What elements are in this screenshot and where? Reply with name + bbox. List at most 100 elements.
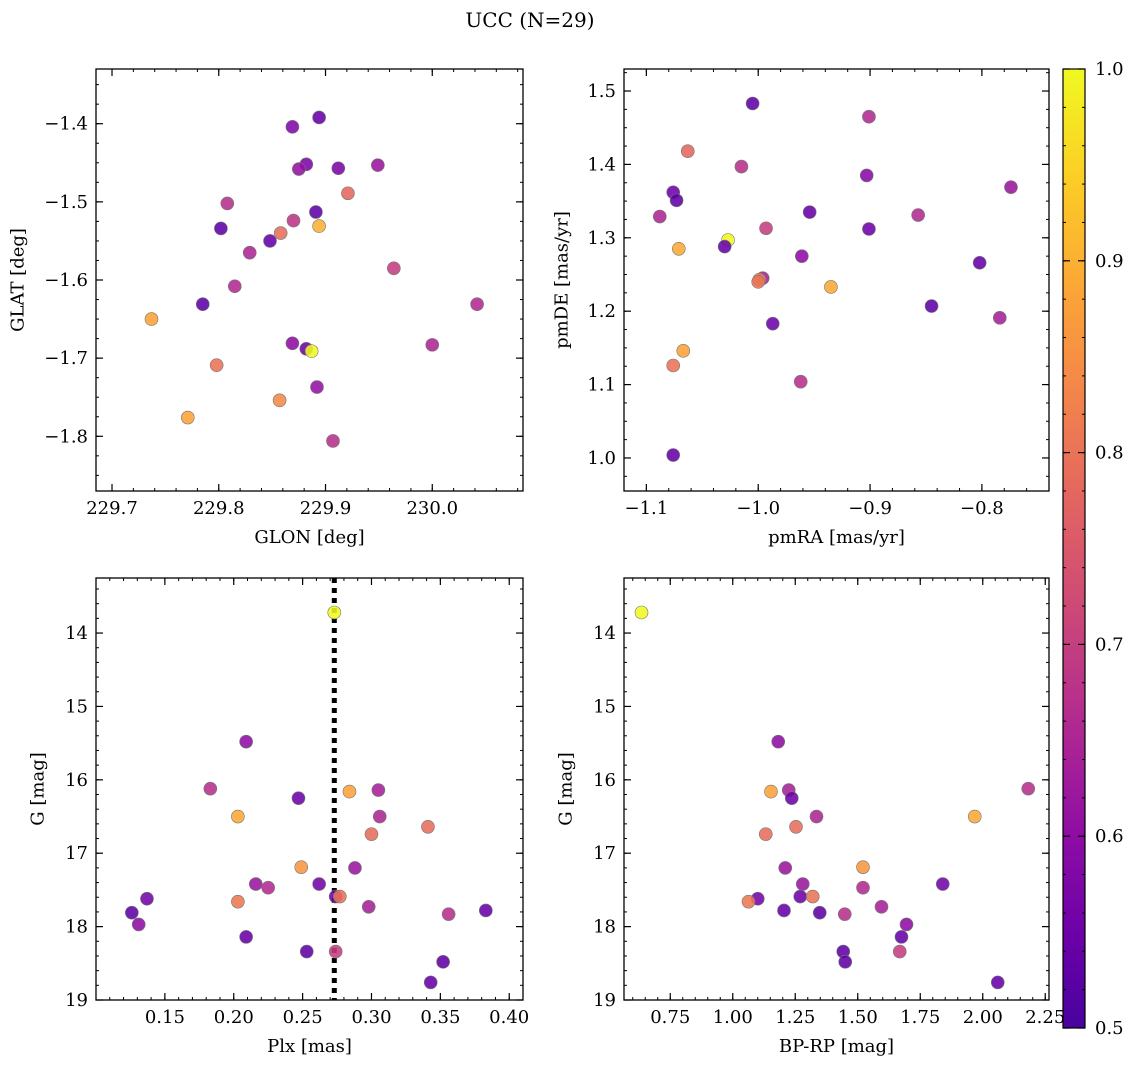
data-point (371, 783, 386, 797)
data-point (935, 877, 950, 891)
data-point (758, 827, 773, 841)
data-point (789, 819, 803, 834)
data-point (331, 161, 346, 176)
x-tick-label: 0.25 (283, 1007, 323, 1028)
data-point (285, 336, 300, 351)
data-point (364, 827, 379, 841)
data-point (140, 891, 154, 906)
data-point (669, 193, 684, 208)
y-tick-label: 18 (593, 917, 616, 938)
y-tick-label: 17 (65, 843, 88, 864)
x-axis-label: GLON [deg] (254, 527, 364, 548)
y-tick-label: 15 (593, 696, 616, 717)
data-point (125, 905, 139, 920)
figure-title: UCC (N=29) (465, 8, 594, 32)
data-point (680, 144, 695, 158)
y-tick-label: 19 (65, 990, 88, 1011)
data-point (784, 791, 799, 805)
data-point (273, 226, 288, 240)
x-tick-label: 1.50 (838, 1007, 878, 1028)
data-point (333, 889, 347, 904)
data-point (874, 899, 889, 914)
x-tick-label: 229.8 (193, 498, 245, 519)
data-point (326, 434, 340, 448)
data-point (231, 894, 245, 909)
y-tick-label: 1.1 (587, 375, 616, 396)
x-axis-label: Plx [mas] (267, 1036, 352, 1057)
y-tick-label: −1.7 (44, 348, 88, 369)
data-point (862, 222, 876, 236)
data-point (838, 955, 853, 969)
data-point (666, 448, 681, 462)
data-point (294, 860, 309, 874)
colorbar-tick-label: 0.9 (1095, 251, 1124, 272)
data-point (423, 975, 438, 990)
data-point (479, 903, 493, 918)
data-point (990, 975, 1005, 990)
data-point (285, 120, 300, 134)
x-tick-label: −1.1 (625, 498, 669, 519)
data-point (805, 889, 820, 904)
y-tick-label: 14 (65, 623, 88, 644)
data-point (734, 159, 749, 174)
x-tick-label: 0.15 (145, 1007, 185, 1028)
data-point (387, 261, 401, 276)
data-point (634, 605, 649, 620)
data-point (131, 917, 146, 932)
y-tick-label: 17 (593, 843, 616, 864)
data-point (372, 809, 387, 824)
data-point (441, 907, 456, 921)
data-point (421, 819, 435, 834)
x-tick-label: −1.0 (736, 498, 780, 519)
data-point (793, 374, 808, 389)
scatter-panel-pmra-pmde: −1.1 −1.0 −0.9 −0.8 1.0 1.1 1.2 1.3 1.4 1.5 pmRA [… (552, 68, 1050, 548)
data-point (248, 877, 263, 891)
plot-frame (95, 577, 524, 1001)
data-point (856, 880, 870, 895)
x-tick-label: 0.30 (351, 1007, 391, 1028)
data-point (745, 96, 760, 111)
data-point (812, 905, 827, 920)
data-point (436, 955, 450, 969)
data-point (348, 861, 362, 875)
data-point (809, 809, 824, 824)
data-point (239, 930, 253, 944)
x-tick-label: 230.0 (406, 498, 458, 519)
data-point (759, 221, 773, 236)
data-point (856, 860, 870, 874)
data-point (765, 316, 780, 331)
data-point (231, 809, 245, 824)
data-point (717, 239, 732, 254)
colorbar-tick-label: 0.5 (1095, 1018, 1124, 1039)
data-point (242, 245, 257, 260)
y-tick-label: 14 (593, 623, 616, 644)
scatter-panel-bprp-g: 0.75 1.00 1.25 1.50 1.75 2.00 2.25 14 15 16 17 18 19… (556, 577, 1065, 1057)
data-point (181, 410, 195, 425)
data-point (304, 344, 319, 358)
y-tick-label: −1.5 (44, 192, 88, 213)
x-tick-label: 0.35 (420, 1007, 460, 1028)
y-axis-label: G [mag] (28, 752, 49, 825)
x-tick-label: −0.9 (848, 498, 892, 519)
x-tick-label: 229.9 (300, 498, 352, 519)
y-axis-label: G [mag] (556, 752, 577, 825)
data-point (862, 109, 876, 124)
data-point (470, 297, 484, 312)
data-point (894, 930, 909, 944)
y-tick-label: −1.6 (44, 270, 88, 291)
data-point (795, 249, 809, 263)
y-tick-label: 1.5 (587, 81, 616, 102)
data-point (361, 899, 376, 914)
data-point (778, 861, 793, 875)
x-tick-label: 0.40 (489, 1007, 529, 1028)
data-point (214, 221, 228, 236)
scatter-panel-plx-g: 0.15 0.20 0.25 0.30 0.35 0.40 14 15 16 17 18 19 Plx … (28, 577, 529, 1057)
data-point (144, 312, 159, 326)
x-tick-label: 1.00 (713, 1007, 753, 1028)
data-point (292, 162, 306, 176)
data-point (371, 158, 385, 172)
colorbar-gradient (1062, 68, 1086, 1029)
data-point (652, 209, 667, 224)
colorbar-tick-label: 0.8 (1095, 443, 1124, 464)
